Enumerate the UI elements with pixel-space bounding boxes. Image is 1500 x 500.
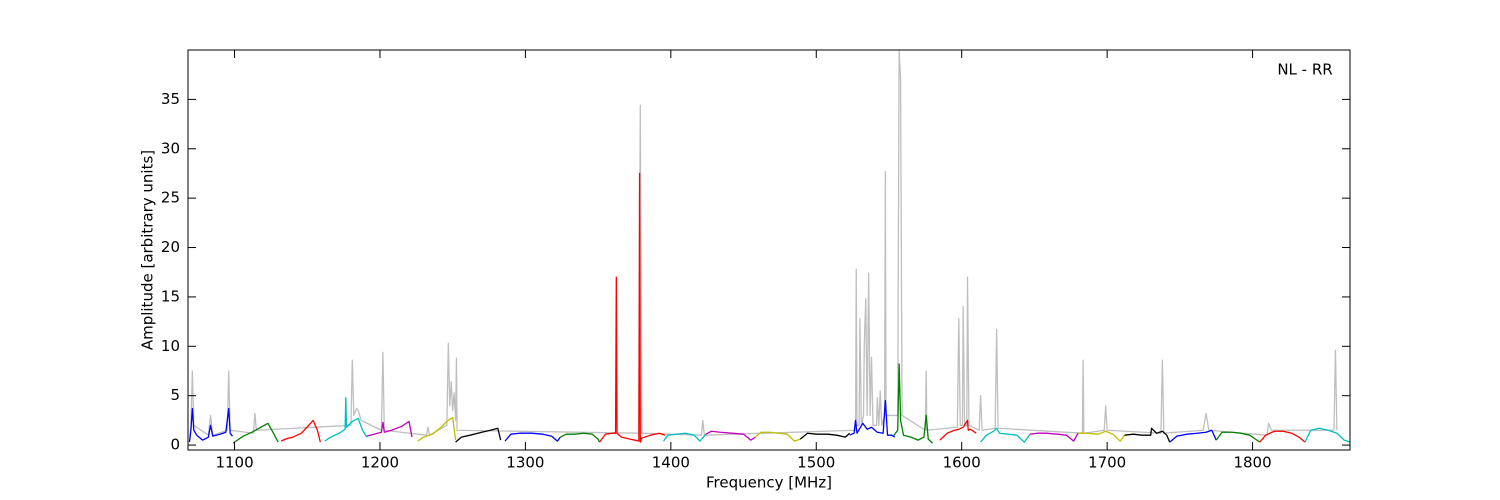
series-line <box>939 419 977 441</box>
y-tick-label: 5 <box>170 386 180 404</box>
series-line <box>754 431 801 442</box>
series-line <box>417 416 457 442</box>
y-tick-label: 20 <box>161 238 180 256</box>
series-line <box>1304 427 1350 443</box>
series-line <box>892 363 934 444</box>
x-tick-label: 1100 <box>215 454 253 472</box>
x-tick-label: 1800 <box>1233 454 1271 472</box>
x-tick-label: 1200 <box>361 454 399 472</box>
annotation: NL - RR <box>1277 61 1332 79</box>
series-line <box>849 399 896 438</box>
series-line <box>324 397 368 442</box>
series-line <box>980 427 1031 443</box>
x-tick-label: 1600 <box>943 454 981 472</box>
series-line <box>504 432 561 442</box>
plot-frame <box>187 49 1351 451</box>
series-line <box>599 172 666 443</box>
x-tick-label: 1400 <box>652 454 690 472</box>
series-line <box>188 407 234 443</box>
series-line <box>799 432 851 440</box>
series-line <box>280 419 321 443</box>
y-tick-label: 30 <box>161 139 180 157</box>
x-tick-label: 1700 <box>1088 454 1126 472</box>
x-tick-label: 1300 <box>506 454 544 472</box>
y-tick-label: 25 <box>161 189 180 207</box>
series-line <box>232 422 279 444</box>
series-line <box>560 432 601 443</box>
series-line <box>1259 430 1306 443</box>
series-line <box>705 430 756 441</box>
y-tick-label: 35 <box>161 90 180 108</box>
plot-lines <box>188 50 1350 444</box>
y-tick-label: 0 <box>170 436 180 454</box>
axes: 0 5 10 15 20 25 30 35 1100 1200 1300 1400 1500 1600 17… <box>161 49 1351 472</box>
y-axis-label: Amplitude [arbitrary units] <box>139 150 157 350</box>
series-line <box>1124 427 1171 443</box>
y-tick-label: 15 <box>161 287 180 305</box>
series-line <box>366 420 413 438</box>
series-line <box>663 432 707 442</box>
series-line <box>1215 431 1261 443</box>
y-tick-label: 10 <box>161 337 180 355</box>
x-axis-label: Frequency [MHz] <box>706 474 832 492</box>
series-line <box>188 50 1338 443</box>
x-tick-label: 1500 <box>797 454 835 472</box>
series-line <box>1169 429 1217 443</box>
series-line <box>1029 432 1079 442</box>
series-line <box>1078 430 1126 442</box>
series-line <box>455 427 502 443</box>
